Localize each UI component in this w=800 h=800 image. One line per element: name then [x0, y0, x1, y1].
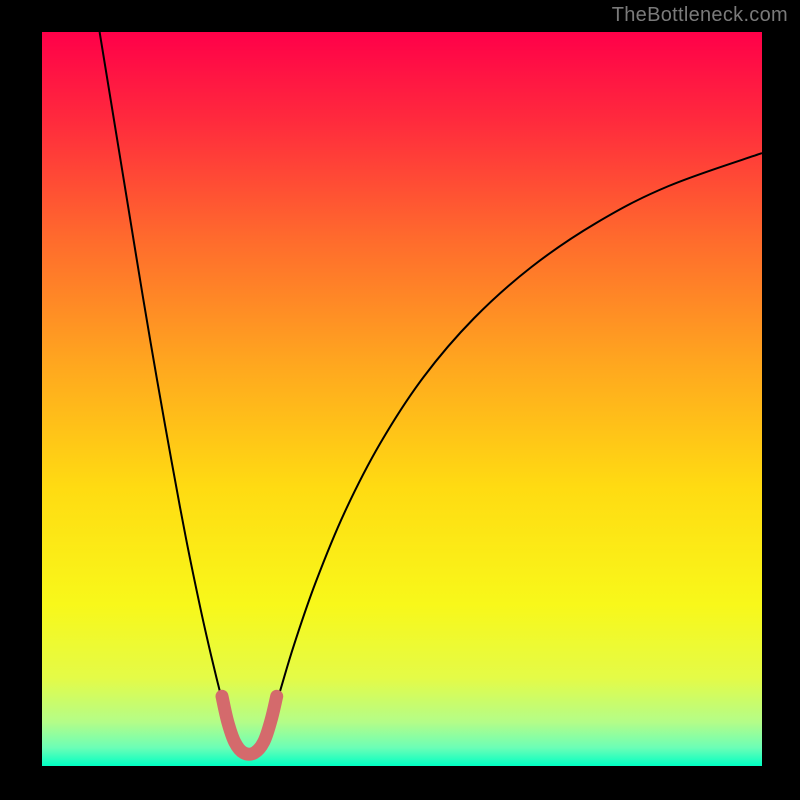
plot-area: [42, 32, 762, 766]
curve-layer: [42, 32, 762, 766]
main-curve-right: [267, 153, 762, 735]
valley-overlay-curve: [222, 696, 277, 754]
chart-container: TheBottleneck.com: [0, 0, 800, 800]
main-curve-left: [100, 32, 232, 735]
watermark-text: TheBottleneck.com: [612, 4, 788, 27]
